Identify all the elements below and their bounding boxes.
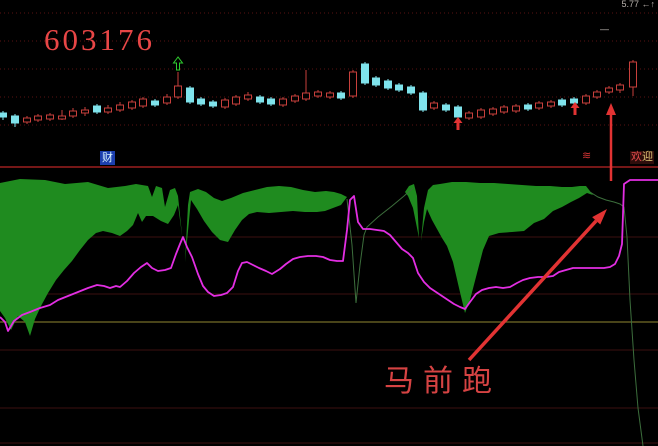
stock-code-label: 603176 bbox=[44, 22, 155, 57]
indicator-tab-badge[interactable]: 财 bbox=[100, 151, 115, 165]
watermark-char-2: 迎 bbox=[642, 151, 653, 163]
watermark-badge[interactable]: 欢 迎 bbox=[630, 151, 654, 164]
last-price-label: 5.77 ←↑ bbox=[621, 0, 655, 9]
signal-glyph: ≋ bbox=[582, 150, 592, 162]
annotation-text: 马前跑 bbox=[384, 365, 501, 398]
watermark-char-1: 欢 bbox=[631, 151, 642, 163]
price-tick-mark: — bbox=[600, 24, 609, 34]
